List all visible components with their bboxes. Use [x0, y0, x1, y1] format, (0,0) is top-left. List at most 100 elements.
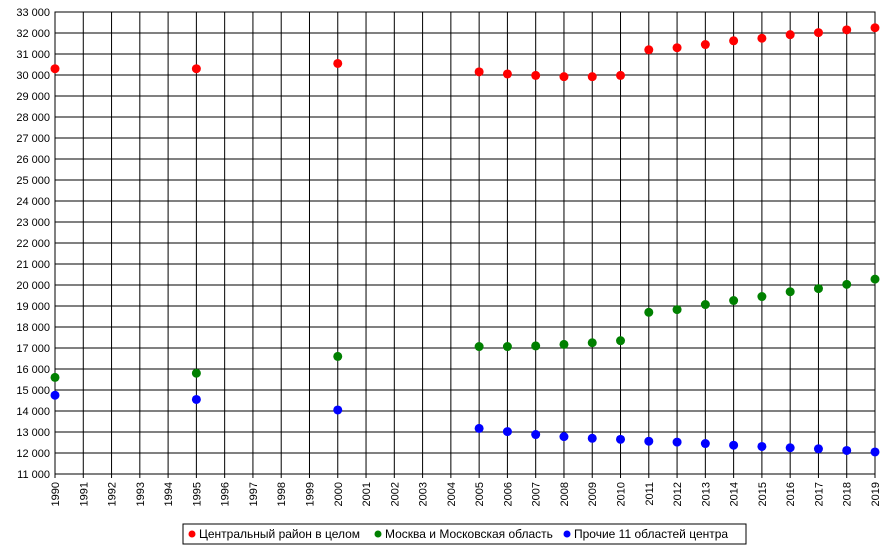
y-tick-label: 13 000 [16, 427, 50, 439]
data-point [757, 33, 767, 43]
legend-marker [374, 530, 382, 538]
x-tick-label: 2004 [446, 482, 458, 506]
series-2 [50, 274, 880, 382]
data-point [870, 447, 880, 457]
data-point [474, 342, 484, 352]
data-point [700, 40, 710, 50]
data-point [502, 427, 512, 437]
series-3 [50, 390, 880, 457]
y-tick-label: 22 000 [16, 238, 50, 250]
y-tick-label: 24 000 [16, 196, 50, 208]
data-point [531, 430, 541, 440]
y-tick-label: 21 000 [16, 259, 50, 271]
y-tick-label: 26 000 [16, 154, 50, 166]
y-tick-label: 23 000 [16, 217, 50, 229]
y-tick-label: 27 000 [16, 133, 50, 145]
y-axis-ticks: 11 000 12 000 13 000 14 000 15 000 16 000 17 0… [16, 7, 50, 481]
x-tick-label: 2012 [672, 482, 684, 506]
data-point [729, 296, 739, 306]
y-tick-label: 12 000 [16, 448, 50, 460]
data-point [757, 441, 767, 451]
x-tick-label: 2003 [418, 482, 430, 506]
data-point [502, 69, 512, 79]
data-point [672, 437, 682, 447]
y-tick-label: 16 000 [16, 364, 50, 376]
legend-marker [188, 530, 196, 538]
data-point [474, 67, 484, 77]
data-point [191, 368, 201, 378]
y-tick-label: 20 000 [16, 280, 50, 292]
data-point [700, 300, 710, 310]
x-tick-label: 1997 [248, 482, 260, 506]
y-tick-label: 17 000 [16, 343, 50, 355]
data-point [842, 25, 852, 35]
x-tick-label: 1992 [107, 482, 119, 506]
legend-label: Центральный район в целом [199, 527, 360, 541]
x-tick-label: 2016 [785, 482, 797, 506]
data-point [616, 70, 626, 80]
data-point [502, 342, 512, 352]
data-point [559, 432, 569, 442]
y-tick-label: 28 000 [16, 112, 50, 124]
data-point [672, 305, 682, 315]
x-tick-label: 1999 [304, 482, 316, 506]
legend-box [182, 523, 747, 545]
y-tick-label: 11 000 [17, 469, 50, 481]
x-axis-ticks: 1990 1991 1992 1993 1994 1995 1996 1997 1998 1999… [50, 482, 882, 506]
data-point [700, 439, 710, 449]
data-point [587, 72, 597, 82]
x-tick-label: 1996 [220, 482, 232, 506]
y-tick-label: 32 000 [16, 28, 50, 40]
x-tick-label: 2005 [474, 482, 486, 506]
y-tick-label: 31 000 [16, 49, 50, 61]
data-point [474, 423, 484, 433]
legend-marker [563, 530, 571, 538]
data-point [333, 405, 343, 415]
x-tick-label: 1993 [135, 482, 147, 506]
x-tick-label: 2006 [502, 482, 514, 506]
x-tick-label: 1995 [191, 482, 203, 506]
x-tick-label: 2015 [757, 482, 769, 506]
y-tick-label: 33 000 [16, 7, 50, 19]
data-point [729, 440, 739, 450]
x-tick-label: 2009 [587, 482, 599, 506]
x-tick-label: 2011 [644, 482, 656, 506]
x-tick-label: 2002 [389, 482, 401, 506]
y-tick-label: 15 000 [16, 385, 50, 397]
x-tick-label: 2000 [333, 482, 345, 506]
grid [54, 11, 876, 478]
data-point [333, 58, 343, 68]
x-tick-label: 2010 [616, 482, 628, 506]
data-point [531, 70, 541, 80]
data-point [644, 45, 654, 55]
x-tick-label: 2007 [531, 482, 543, 506]
data-point [559, 339, 569, 349]
x-tick-label: 2008 [559, 482, 571, 506]
data-point [813, 284, 823, 294]
data-point [729, 36, 739, 46]
data-point [870, 23, 880, 33]
data-point [587, 433, 597, 443]
series-1 [50, 23, 880, 82]
y-tick-label: 14 000 [16, 406, 50, 418]
data-point [813, 444, 823, 454]
data-point [191, 394, 201, 404]
data-point [785, 30, 795, 40]
data-point [191, 64, 201, 74]
y-tick-label: 30 000 [16, 70, 50, 82]
data-point [587, 338, 597, 348]
data-point [50, 64, 60, 74]
x-tick-label: 1990 [50, 482, 62, 506]
x-tick-label: 1994 [163, 482, 175, 506]
y-tick-label: 18 000 [16, 322, 50, 334]
data-point [813, 28, 823, 38]
data-point [644, 307, 654, 317]
data-point [531, 341, 541, 351]
data-points [50, 23, 880, 457]
data-point [842, 445, 852, 455]
data-point [616, 336, 626, 346]
data-point [644, 436, 654, 446]
y-tick-label: 25 000 [16, 175, 50, 187]
y-tick-label: 29 000 [16, 91, 50, 103]
